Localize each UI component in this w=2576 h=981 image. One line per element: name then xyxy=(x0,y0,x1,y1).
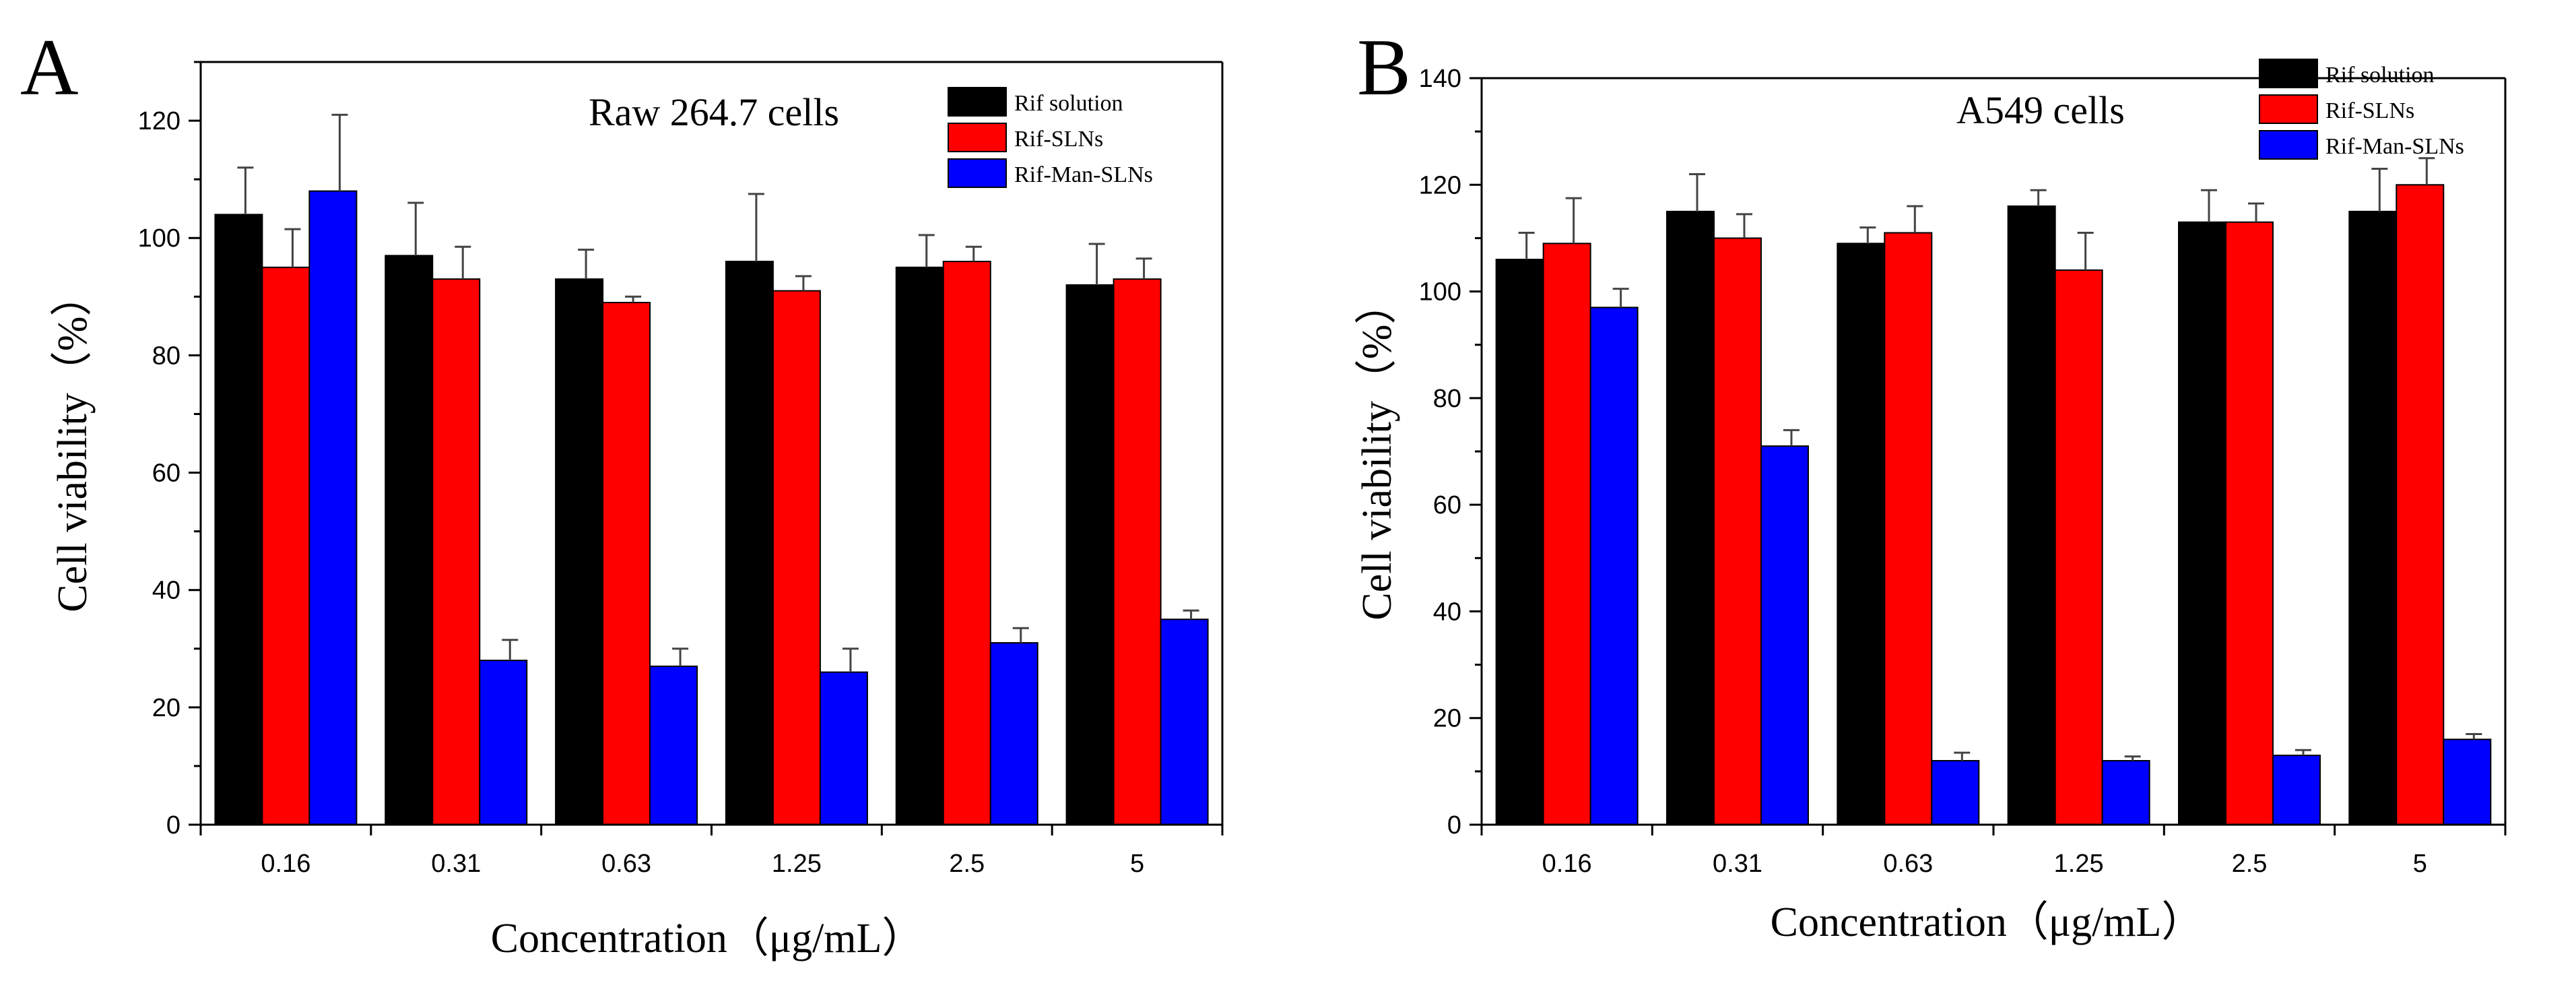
bar-rif-slns-0.63 xyxy=(602,302,651,825)
x-axis-title: Concentration（μg/mL） xyxy=(491,916,924,961)
y-tick-label: 60 xyxy=(152,460,180,488)
legend-label: Rif solution xyxy=(1014,91,1123,116)
bar-rif-solution-5 xyxy=(2348,210,2398,826)
bar-rif-man-slns-2.5 xyxy=(2272,755,2321,825)
x-tick-label: 1.25 xyxy=(772,850,822,878)
panel-a: A 0 20 40 60 80 100 120 0.16 0.31 0.63 1.25 2.5 5 Conc… xyxy=(20,22,1224,961)
panel-letter: B xyxy=(1357,22,1411,112)
y-tick-label: 120 xyxy=(138,107,180,135)
y-tick-label: 20 xyxy=(1433,705,1461,733)
bar-rif-slns-2.5 xyxy=(942,261,991,825)
x-tick-label: 5 xyxy=(2413,850,2427,878)
y-tick-label: 0 xyxy=(166,811,180,840)
legend-swatch xyxy=(948,123,1007,152)
y-axis-title: Cell viability（%） xyxy=(50,274,96,612)
bar-rif-slns-0.16 xyxy=(1542,243,1591,826)
chart-title: A549 cells xyxy=(1956,88,2125,132)
legend-label: Rif-Man-SLNs xyxy=(1014,162,1153,187)
bar-rif-slns-0.63 xyxy=(1884,232,1933,825)
bar-rif-slns-5 xyxy=(1113,278,1162,825)
y-tick-label: 40 xyxy=(152,577,180,605)
x-tick-label: 0.16 xyxy=(1542,850,1592,878)
y-tick-label: 100 xyxy=(138,224,180,253)
bar-rif-solution-0.31 xyxy=(385,255,434,826)
x-tick-label: 0.63 xyxy=(1883,850,1933,878)
legend-label: Rif-SLNs xyxy=(2325,98,2414,123)
bar-rif-man-slns-2.5 xyxy=(989,642,1038,825)
bar-rif-solution-2.5 xyxy=(895,266,944,825)
x-axis-title: Concentration（μg/mL） xyxy=(1771,899,2204,945)
bar-rif-solution-2.5 xyxy=(2178,221,2226,825)
bar-rif-man-slns-0.31 xyxy=(1760,445,1809,825)
bar-rif-man-slns-0.63 xyxy=(649,665,698,826)
legend-label: Rif solution xyxy=(2325,63,2435,88)
panel-b: B 0 20 40 60 80 100 120 140 0.16 0.31 0.63 1.25 2.5 5 C… xyxy=(1354,22,2507,945)
y-axis-title: Cell viability（%） xyxy=(1354,282,1400,620)
y-tick-label: 20 xyxy=(152,694,180,722)
bar-rif-solution-0.31 xyxy=(1666,210,1715,826)
bar-rif-solution-5 xyxy=(1065,284,1115,825)
y-tick-label: 140 xyxy=(1419,65,1461,93)
panel-letter: A xyxy=(20,22,79,112)
bar-rif-man-slns-0.16 xyxy=(308,190,358,826)
y-tick-label: 100 xyxy=(1419,278,1461,307)
bar-rif-slns-1.25 xyxy=(772,290,821,826)
bar-rif-solution-1.25 xyxy=(725,261,774,825)
legend-swatch xyxy=(948,87,1007,117)
bar-rif-man-slns-0.63 xyxy=(1931,760,1980,825)
y-tick-label: 60 xyxy=(1433,491,1461,519)
bar-rif-solution-0.16 xyxy=(1495,259,1544,826)
y-tick-label: 80 xyxy=(152,342,180,370)
bar-rif-man-slns-5 xyxy=(1160,619,1209,825)
chart-title: Raw 264.7 cells xyxy=(589,90,839,134)
bar-rif-slns-5 xyxy=(2396,184,2445,825)
bar-rif-man-slns-1.25 xyxy=(819,671,868,825)
bar-rif-solution-0.63 xyxy=(1837,243,1886,826)
x-tick-label: 0.31 xyxy=(1713,850,1762,878)
y-tick-label: 0 xyxy=(1447,811,1461,840)
bar-rif-slns-0.16 xyxy=(261,266,310,825)
x-tick-label: 2.5 xyxy=(949,850,985,878)
legend-swatch xyxy=(2259,130,2318,160)
y-tick-label: 80 xyxy=(1433,385,1461,413)
bar-rif-solution-0.63 xyxy=(555,278,604,825)
legend-swatch xyxy=(948,158,1007,188)
x-tick-label: 2.5 xyxy=(2232,850,2268,878)
x-tick-label: 0.31 xyxy=(431,850,481,878)
x-tick-label: 5 xyxy=(1130,850,1144,878)
y-tick-label: 40 xyxy=(1433,598,1461,626)
x-tick-label: 0.63 xyxy=(601,850,651,878)
legend-swatch xyxy=(2259,59,2318,88)
y-tick-label: 120 xyxy=(1419,171,1461,199)
bar-rif-man-slns-1.25 xyxy=(2101,760,2150,825)
x-tick-label: 1.25 xyxy=(2054,850,2104,878)
bar-rif-solution-1.25 xyxy=(2007,205,2056,825)
bar-rif-man-slns-0.16 xyxy=(1589,307,1639,826)
legend-swatch xyxy=(2259,94,2318,124)
x-tick-label: 0.16 xyxy=(261,850,310,878)
bar-rif-slns-2.5 xyxy=(2225,221,2274,825)
bar-rif-slns-0.31 xyxy=(432,278,481,825)
legend-label: Rif-SLNs xyxy=(1014,127,1103,152)
bar-rif-slns-0.31 xyxy=(1713,237,1762,825)
bar-rif-man-slns-5 xyxy=(2443,738,2492,826)
bar-rif-slns-1.25 xyxy=(2054,269,2103,825)
bar-rif-solution-0.16 xyxy=(214,214,263,825)
bar-rif-man-slns-0.31 xyxy=(479,660,528,826)
legend-label: Rif-Man-SLNs xyxy=(2325,134,2464,159)
